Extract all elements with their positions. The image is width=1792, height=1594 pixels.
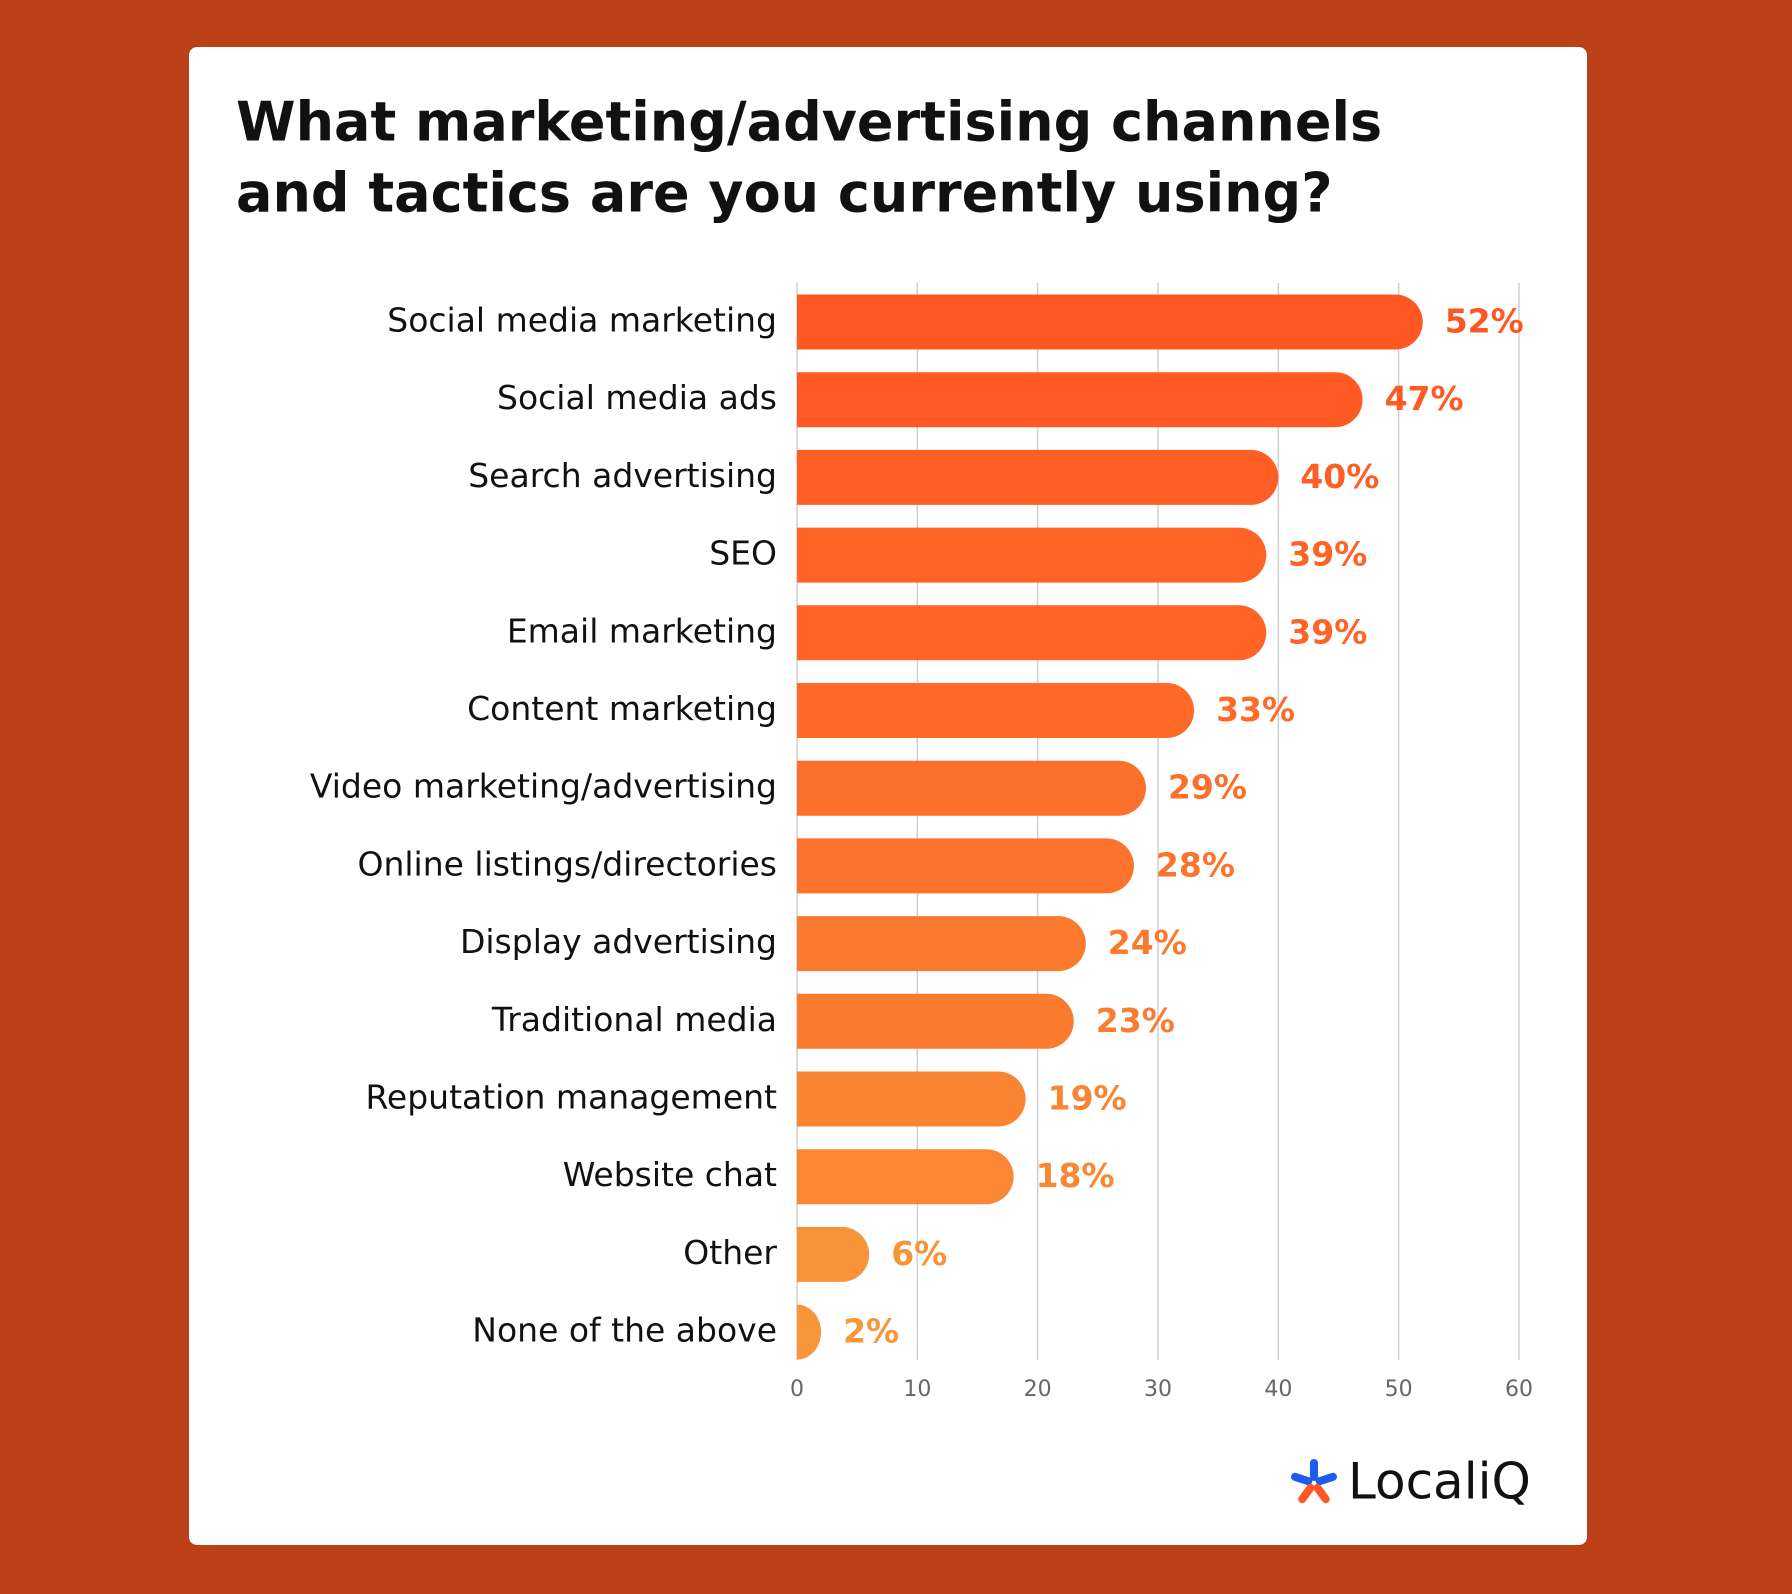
- bar: [797, 683, 1195, 738]
- y-tick-label: Content marketing: [467, 689, 777, 728]
- value-label: 29%: [1168, 768, 1247, 807]
- y-tick-label: Website chat: [563, 1155, 777, 1194]
- bar: [797, 527, 1267, 583]
- bar: [797, 605, 1267, 661]
- value-label: 39%: [1288, 612, 1367, 651]
- chart-title: What marketing/advertising channels: [236, 91, 1382, 154]
- y-tick-label: Video marketing/advertising: [310, 767, 777, 806]
- y-tick-label: Reputation management: [365, 1078, 777, 1117]
- value-label: 19%: [1048, 1079, 1127, 1118]
- logo-text: LocaliQ: [1348, 1453, 1531, 1511]
- value-label: 24%: [1108, 923, 1187, 962]
- value-label: 47%: [1385, 379, 1464, 418]
- chart-title: and tactics are you currently using?: [236, 162, 1333, 225]
- x-tick-label: 0: [790, 1377, 804, 1402]
- y-tick-label: Search advertising: [468, 456, 777, 495]
- y-tick-label: Traditional media: [491, 1000, 777, 1039]
- value-label: 40%: [1300, 457, 1379, 496]
- bar: [797, 1071, 1026, 1127]
- value-label: 28%: [1156, 845, 1235, 884]
- bar: [797, 760, 1146, 816]
- value-label: 18%: [1036, 1156, 1115, 1195]
- bar: [797, 993, 1074, 1049]
- bar: [797, 838, 1134, 894]
- logo-icon: [1290, 1459, 1338, 1504]
- value-label: 33%: [1216, 690, 1295, 729]
- bar: [797, 1304, 822, 1360]
- bar: [797, 294, 1423, 350]
- x-tick-label: 20: [1024, 1377, 1052, 1402]
- value-label: 6%: [891, 1234, 947, 1273]
- x-tick-label: 40: [1264, 1377, 1292, 1402]
- x-tick-label: 10: [903, 1377, 931, 1402]
- y-tick-label: Social media marketing: [387, 301, 777, 340]
- x-tick-label: 50: [1385, 1377, 1413, 1402]
- value-label: 23%: [1096, 1001, 1175, 1040]
- x-tick-label: 30: [1144, 1377, 1172, 1402]
- x-tick-label: 60: [1505, 1377, 1533, 1402]
- y-tick-label: Email marketing: [507, 611, 777, 650]
- value-label: 52%: [1445, 302, 1524, 341]
- y-tick-label: None of the above: [472, 1311, 777, 1350]
- value-label: 39%: [1288, 535, 1367, 574]
- bar: [797, 449, 1279, 505]
- bar: [797, 372, 1363, 428]
- bar: [797, 1226, 870, 1282]
- y-tick-label: Social media ads: [497, 378, 777, 417]
- y-tick-label: SEO: [709, 534, 777, 573]
- value-label: 2%: [843, 1312, 899, 1351]
- bar: [797, 916, 1086, 972]
- y-tick-label: Other: [683, 1233, 777, 1272]
- bar: [797, 1149, 1014, 1205]
- y-tick-label: Online listings/directories: [357, 844, 777, 883]
- y-tick-label: Display advertising: [460, 922, 777, 961]
